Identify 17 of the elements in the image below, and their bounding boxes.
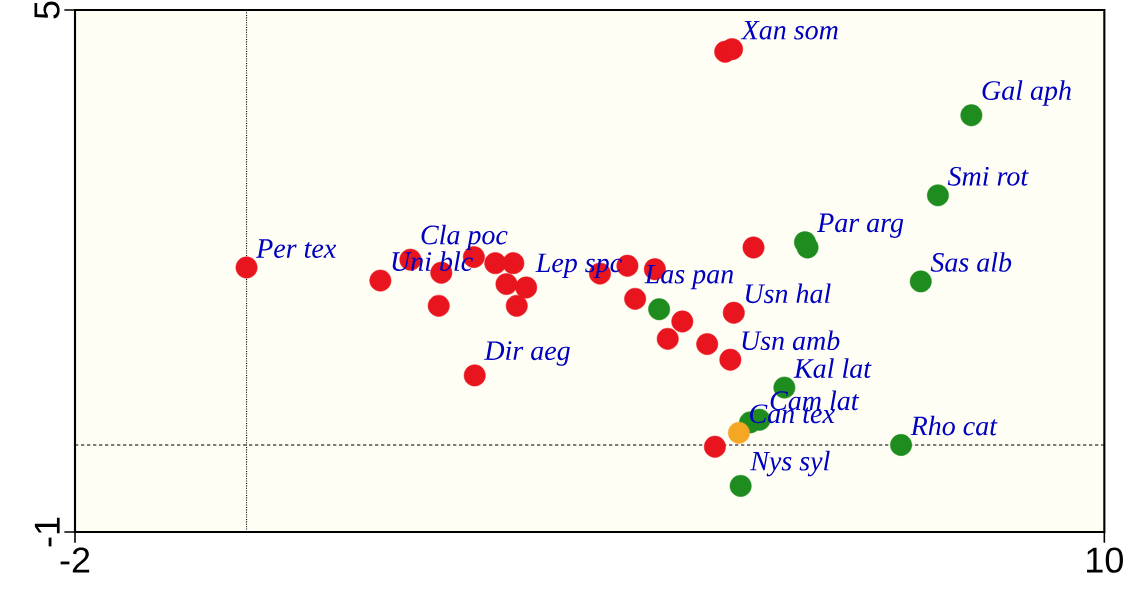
- annotation: Xan som: [740, 20, 838, 40]
- x-tick-label: -2: [60, 547, 90, 573]
- annotation: Gal aph: [982, 80, 1071, 106]
- annotation: Sas alb: [930, 252, 1012, 272]
- annotation: Usn amb: [742, 330, 840, 351]
- annotation: Dir aeg: [484, 341, 570, 366]
- annotation: Rho cat: [910, 415, 998, 436]
- annotation: Smi rot: [947, 166, 1029, 186]
- annotation: Usn hal: [745, 283, 831, 304]
- y-tick-label: -1: [34, 517, 60, 547]
- annotation: Par arg: [817, 213, 904, 238]
- annotation: Cla poc: [421, 224, 508, 251]
- annotation: Nys syl: [750, 450, 830, 477]
- y-tick-label: 5: [34, 1, 60, 19]
- annotation: Per tex: [256, 239, 337, 258]
- x-tick-label: 10: [1087, 547, 1123, 573]
- annotation: Kal lat: [793, 358, 872, 378]
